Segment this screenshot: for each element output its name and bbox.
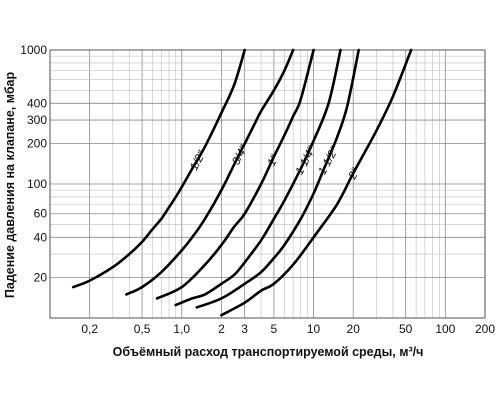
y-tick-label: 60: [34, 207, 48, 221]
series-line: [125, 48, 295, 296]
series-label: 1 1/2": [317, 144, 342, 177]
x-tick-labels: 0,2 0,5 1,0 2 3 5 10 20 50 100 200: [81, 322, 495, 336]
x-tick-label: 0,2: [81, 322, 98, 336]
x-tick-label: 100: [435, 322, 455, 336]
y-tick-labels: 20 40 60 100 200 300 400 1000: [20, 43, 47, 285]
series-label: 3/4": [230, 143, 250, 167]
series-line: [155, 48, 315, 300]
plot-frame: [49, 49, 486, 319]
series-label: 1/2": [188, 148, 208, 172]
y-tick-label: 20: [34, 271, 48, 285]
series-line: [220, 48, 413, 317]
y-axis-title: Падение давления на клапане, мбар: [3, 72, 17, 299]
series-label: 1 1/4": [294, 144, 319, 177]
grid: [49, 50, 486, 319]
x-tick-label: 3: [241, 322, 248, 336]
y-tick-label: 300: [27, 113, 47, 127]
x-tick-label: 200: [475, 322, 495, 336]
series-labels: 1/2" 3/4" 1" 1 1/4"1 1/2" 2": [188, 143, 362, 182]
x-tick-label: 1,0: [173, 322, 190, 336]
x-tick-label: 0,5: [134, 322, 151, 336]
y-tick-label: 400: [27, 96, 47, 110]
y-tick-label: 200: [27, 137, 47, 151]
x-axis-title: Объёмный расход транспортируемой среды, …: [113, 345, 424, 359]
x-tick-label: 20: [347, 322, 361, 336]
series-line: [71, 48, 246, 289]
series-line: [195, 48, 360, 309]
x-tick-label: 2: [218, 322, 225, 336]
series-line: [174, 48, 342, 307]
y-tick-label: 40: [34, 230, 48, 244]
curves: [71, 48, 413, 317]
y-tick-label: 100: [27, 177, 47, 191]
x-tick-label: 5: [271, 322, 278, 336]
x-tick-label: 50: [399, 322, 413, 336]
y-tick-label: 1000: [20, 43, 47, 57]
x-tick-label: 10: [307, 322, 321, 336]
